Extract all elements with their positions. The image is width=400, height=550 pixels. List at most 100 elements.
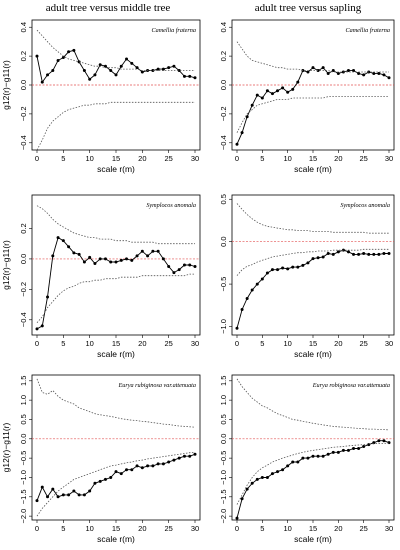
lower-envelope-line	[36, 273, 195, 324]
observed-point	[46, 73, 50, 77]
observed-point	[306, 261, 310, 265]
observed-point	[265, 89, 269, 93]
y-tick-label: −0.4	[219, 135, 228, 150]
observed-point	[286, 90, 290, 94]
observed-point	[156, 462, 160, 466]
x-axis-label: scale r(m)	[294, 164, 332, 174]
observed-point	[35, 54, 39, 58]
y-tick-label: 0.5	[219, 194, 228, 204]
y-tick-label: 0.2	[19, 223, 28, 233]
observed-point	[182, 74, 186, 78]
y-tick-label: 0.0	[19, 254, 28, 264]
observed-point	[357, 252, 361, 256]
x-tick-label: 30	[191, 154, 199, 163]
observed-point	[276, 89, 280, 93]
observed-point	[82, 260, 86, 264]
species-label: Eurya robiginosa var.attenuata	[312, 382, 390, 389]
y-tick-label: −2.0	[19, 509, 28, 524]
x-axis-label: scale r(m)	[294, 349, 332, 359]
observed-point	[245, 297, 249, 301]
observed-line	[36, 49, 196, 84]
observed-point	[72, 489, 76, 493]
upper-envelope-line	[236, 378, 390, 431]
observed-point	[98, 257, 102, 261]
observed-point	[119, 64, 123, 68]
lower-envelope-line	[236, 442, 390, 505]
y-tick-label: 0.5	[219, 414, 228, 424]
y-tick-label: 0.5	[19, 414, 28, 424]
x-tick-label: 0	[35, 339, 39, 348]
observed-point	[88, 489, 92, 493]
observed-point	[336, 71, 340, 75]
observed-point	[61, 493, 65, 497]
observed-point	[311, 66, 315, 70]
observed-line	[236, 249, 389, 329]
observed-point	[167, 66, 171, 70]
observed-point	[125, 257, 129, 261]
panel-top-left: 0 5 10 15 20 25 30 −0.4 −0.2 0.0 0.2 0.4 scale r(m) g…	[1, 19, 201, 174]
observed-point	[140, 70, 144, 74]
x-tick-label: 5	[61, 154, 65, 163]
observed-point	[372, 252, 376, 256]
y-tick-label: −0.4	[19, 135, 28, 150]
lower-envelope-line	[36, 451, 196, 517]
observed-point	[82, 69, 86, 73]
observed-point	[40, 485, 44, 489]
observed-point	[341, 448, 345, 452]
x-axis-label: scale r(m)	[97, 534, 135, 544]
observed-point	[367, 252, 371, 256]
observed-point	[119, 472, 123, 476]
observed-point	[67, 245, 71, 249]
observed-point	[255, 282, 259, 286]
plot-frame	[231, 194, 395, 336]
y-tick-label: 0.2	[19, 51, 28, 61]
y-tick-label: −2.0	[219, 509, 228, 524]
observed-point	[98, 63, 102, 67]
observed-point	[98, 479, 102, 483]
x-tick-label: 30	[191, 339, 199, 348]
y-tick-label: 1.5	[19, 376, 28, 386]
observed-point	[240, 497, 244, 501]
x-tick-label: 30	[385, 524, 393, 533]
observed-point	[240, 131, 244, 135]
x-tick-label: 20	[334, 339, 342, 348]
x-tick-label: 5	[260, 339, 264, 348]
x-tick-label: 10	[283, 339, 291, 348]
observed-point	[362, 252, 366, 256]
observed-point	[109, 69, 113, 73]
y-tick-label: −1.0	[219, 319, 228, 334]
observed-point	[382, 439, 386, 443]
observed-point	[156, 249, 160, 253]
y-tick-label: 0.2	[219, 51, 228, 61]
observed-point	[260, 96, 264, 100]
observed-point	[77, 252, 81, 256]
x-tick-label: 15	[112, 154, 120, 163]
x-tick-label: 20	[138, 339, 146, 348]
observed-point	[316, 454, 320, 458]
x-tick-label: 25	[359, 524, 367, 533]
y-tick-label: −1.0	[19, 470, 28, 485]
observed-point	[72, 251, 76, 255]
observed-point	[291, 460, 295, 464]
observed-point	[245, 487, 249, 491]
observed-point	[372, 71, 376, 75]
y-tick-label: −0.5	[219, 277, 228, 292]
observed-point	[357, 446, 361, 450]
observed-point	[151, 69, 155, 73]
observed-point	[326, 252, 330, 256]
x-tick-label: 20	[334, 154, 342, 163]
lower-envelope-line	[236, 248, 389, 276]
observed-point	[135, 254, 139, 258]
y-tick-label: −0.2	[19, 282, 28, 297]
observed-point	[56, 495, 60, 499]
observed-point	[260, 277, 264, 281]
panel-top-right: 0 5 10 15 20 25 30 −0.4 −0.2 0.0 0.2 0.4 scale r(m) C…	[219, 19, 395, 174]
observed-point	[362, 445, 366, 449]
observed-point	[336, 250, 340, 254]
observed-point	[125, 57, 129, 61]
x-tick-label: 10	[85, 524, 93, 533]
upper-envelope-line	[236, 203, 389, 234]
species-label: Symplocos anomala	[146, 202, 196, 209]
observed-point	[306, 70, 310, 74]
